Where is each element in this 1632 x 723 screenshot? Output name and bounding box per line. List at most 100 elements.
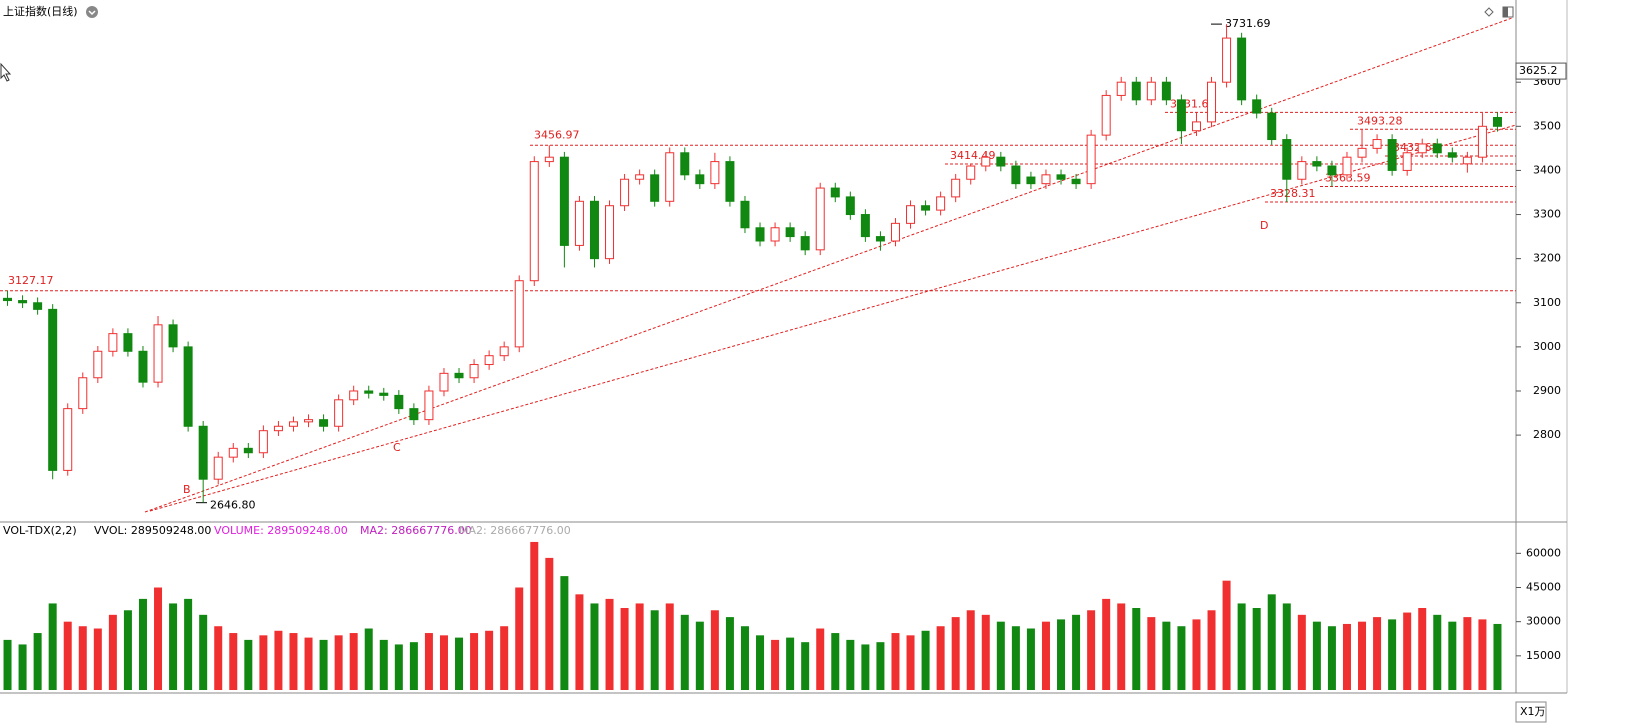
candle-body [1101,94,1111,136]
price-label: 2646.80 [210,499,256,512]
volume-bar [1478,619,1487,690]
volume-bar [861,644,870,690]
candle-body [1327,165,1337,176]
chart-title: 上证指数(日线) [3,4,78,18]
volume-bar [590,603,599,690]
candle-body [605,205,615,260]
candle-body [228,447,238,458]
candle-body [1011,165,1021,185]
volume-bar [1072,614,1081,690]
candle-body [951,178,961,198]
candle-body [725,161,735,202]
volume-bar [1493,623,1502,690]
y-tick-label: 3300 [1533,208,1561,221]
dropdown-button[interactable] [86,6,98,18]
candle-body [3,297,13,302]
volume-bar [244,639,253,690]
candle-body [319,419,329,427]
candle-body [18,300,28,304]
window-icon-fill [1503,7,1508,17]
candle-body [499,346,509,357]
candle-body [1282,139,1292,180]
indicator-value: VOLUME: 289509248.00 [214,524,348,537]
candle-body [755,227,765,242]
candle-body [379,392,389,396]
candle-body [1342,156,1352,176]
volume-bar [455,637,464,690]
price-label: 3493.28 [1357,114,1403,127]
volume-bar [786,637,795,690]
volume-bar [981,614,990,690]
candle-body [304,419,314,423]
volume-bar [665,603,674,690]
volume-bar [756,635,765,690]
candle-body [1252,99,1262,114]
diamond-icon[interactable] [1484,7,1494,17]
volume-bar [63,621,72,690]
candle-body [1176,99,1186,132]
candle-body [1146,81,1156,101]
candle-body [514,280,524,348]
indicator-value: MA2: 286667776.00 [360,524,472,537]
candle-body [364,390,374,394]
candle-body [589,200,599,260]
volume-bar [1026,628,1035,690]
volume-bar [710,610,719,690]
volume-bar [1373,617,1382,690]
volume-bar [409,642,418,690]
volume-bar [1282,603,1291,690]
candle-body [123,333,133,352]
unit-label: X1万 [1520,705,1546,718]
candle-body [845,196,855,216]
candle-body [1477,125,1487,158]
volume-bar [635,603,644,690]
candle-body [1086,134,1096,185]
volume-bar [199,614,208,690]
volume-bar [1403,612,1412,690]
candle-body [1432,143,1442,154]
volume-bar [229,633,238,690]
volume-bar [108,614,117,690]
candle-body [258,430,268,454]
candle-body [966,165,976,180]
candle-body [183,346,193,427]
y-tick-label: 2800 [1533,428,1561,441]
candle-body [860,214,870,238]
volume-bar [184,598,193,690]
volume-bar [876,642,885,690]
candle-body [1191,121,1201,132]
price-label: 3328.31 [1270,187,1316,200]
volume-bar [500,626,509,690]
cursor-price: 3625.2 [1519,64,1558,77]
candle-body [665,152,675,202]
candle-body [981,156,991,167]
volume-bar [33,633,42,690]
volume-bar [1041,621,1050,690]
volume-bar [18,644,27,690]
volume-bar [214,626,223,690]
volume-bar [921,630,930,690]
volume-bar [906,635,915,690]
candle-body [559,156,569,246]
candle-body [168,324,178,348]
y-tick-label: 3000 [1533,340,1561,353]
candle-body [830,187,840,198]
candle-body [1026,176,1036,185]
candle-body [770,227,780,242]
candle-body [394,394,404,410]
volume-bar [545,557,554,690]
volume-bar [1327,626,1336,690]
candle-body [349,390,359,401]
volume-bar [259,635,268,690]
volume-bar [1087,610,1096,690]
indicator-value: MA2: 286667776.00 [459,524,571,537]
candle-body [1357,147,1367,158]
volume-bar [1252,608,1261,690]
volume-bar [936,626,945,690]
price-label: 3127.17 [8,274,54,287]
candle-body [198,425,208,480]
volume-bar [966,610,975,690]
volume-bar [1057,619,1066,690]
volume-bar [515,587,524,690]
